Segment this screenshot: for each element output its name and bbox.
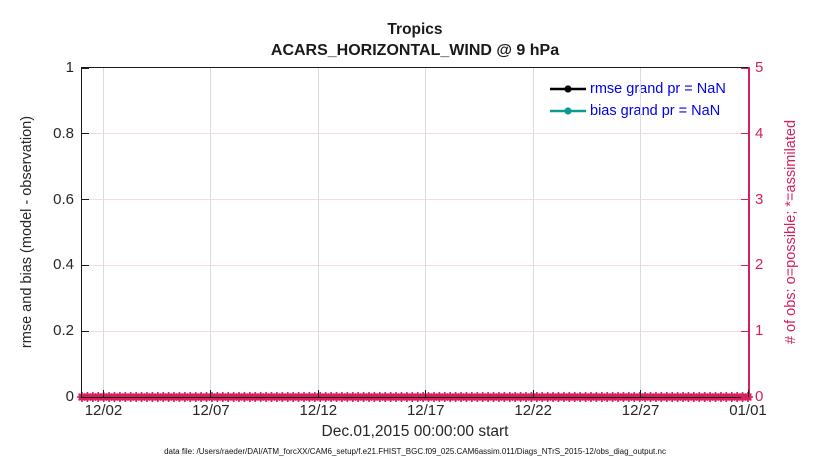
legend-line-sample-rmse (550, 85, 586, 93)
x-gridline (640, 68, 642, 397)
legend-row-rmse: rmse grand pr = NaN (549, 78, 726, 100)
legend-label-rmse: rmse grand pr = NaN (590, 81, 726, 97)
left-y-axis-label: rmse and bias (model - observation) (19, 115, 35, 349)
right-axis-tick (741, 330, 748, 332)
left-axis-tick-label: 0.4 (53, 256, 74, 274)
right-axis-tick-label: 0 (755, 388, 764, 405)
x-axis-tick (532, 390, 534, 397)
x-axis-tick-label: 12/07 (192, 402, 230, 419)
right-axis-spine (748, 67, 750, 398)
left-axis-spine (81, 68, 82, 398)
x-gridline (210, 68, 212, 397)
right-axis-tick (741, 264, 748, 266)
x-axis-tick (102, 390, 104, 397)
left-axis-tick-label: 0 (65, 388, 74, 405)
legend-row-bias: bias grand pr = NaN (549, 100, 726, 122)
legend-label-bias: bias grand pr = NaN (590, 103, 721, 119)
right-axis-tick (741, 199, 748, 201)
right-axis-tick-label: 5 (755, 59, 764, 76)
x-axis-tick-label: 12/22 (514, 402, 552, 419)
left-axis-tick-label: 0.6 (53, 190, 74, 208)
y-gridline (82, 199, 748, 201)
x-axis-tick-label: 12/12 (299, 402, 338, 419)
right-axis-tick (741, 133, 748, 135)
right-axis-tick (741, 396, 748, 398)
data-file-path: data file: /Users/raeder/DAI/ATM_forcXX/… (164, 447, 666, 456)
x-gridline (317, 68, 319, 397)
right-axis-tick-label: 4 (755, 124, 764, 142)
plot-title: Tropics (387, 21, 443, 38)
left-axis-tick (82, 330, 89, 332)
x-axis-tick (317, 390, 319, 397)
left-axis-tick-label: 0.8 (53, 124, 74, 142)
y-gridline (82, 330, 748, 332)
x-gridline (532, 68, 534, 397)
x-axis-tick (640, 390, 642, 397)
x-axis-tick-label: 12/17 (406, 402, 445, 419)
y-gridline (82, 133, 748, 135)
plot-subtitle: ACARS_HORIZONTAL_WIND @ 9 hPa (270, 42, 560, 59)
right-axis-tick-label: 1 (755, 322, 764, 340)
x-axis-tick-label: 12/02 (84, 402, 123, 419)
right-axis-tick (741, 67, 748, 69)
legend-line-sample-bias (550, 107, 586, 115)
left-axis-tick (82, 67, 89, 69)
left-axis-tick (82, 264, 89, 266)
x-axis-label: Dec.01,2015 00:00:00 start (321, 423, 509, 440)
x-axis-tick (210, 390, 212, 397)
x-axis-tick-label: 12/27 (621, 402, 660, 419)
bottom-axis-spine (81, 397, 749, 398)
x-gridline (425, 68, 427, 397)
x-axis-tick (425, 390, 427, 397)
y-gridline (82, 264, 748, 266)
right-axis-tick-label: 2 (755, 256, 764, 274)
x-axis-tick (747, 390, 749, 397)
left-axis-tick-label: 0.2 (53, 322, 74, 340)
left-axis-tick (82, 199, 89, 201)
left-axis-tick (82, 396, 89, 398)
top-axis-spine (81, 67, 749, 68)
left-axis-tick-label: 1 (65, 59, 74, 76)
right-axis-tick-label: 3 (755, 190, 764, 208)
x-gridline (102, 68, 104, 397)
legend: rmse grand pr = NaN bias grand pr = NaN (549, 78, 726, 122)
x-axis-tick-label: 01/01 (729, 402, 767, 419)
right-y-axis-label: # of obs: o=possible; *=assimilated (783, 119, 799, 345)
left-axis-tick (82, 133, 89, 135)
